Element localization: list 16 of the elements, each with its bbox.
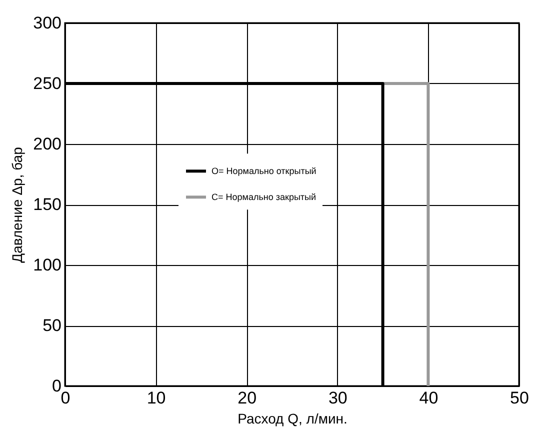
legend-label: O= Нормально открытый [212,166,316,176]
y-tick-label: 50 [42,316,62,335]
x-axis-title: Расход Q, л/мин. [238,410,348,426]
y-tick-label: 300 [33,14,62,32]
x-tick-label: 50 [510,388,529,408]
y-tick-label: 250 [33,74,62,93]
y-axis-title: Давление Δp, бар [9,146,26,263]
y-tick-label: 150 [33,195,62,214]
y-tick-label: 100 [33,256,62,274]
x-tick-label: 10 [146,388,166,408]
x-tick-label: 30 [328,388,348,408]
x-tick-label: 40 [419,388,438,408]
y-tick-label: 0 [52,376,62,396]
legend-label: C= Нормально закрытый [212,192,316,202]
x-tick-label: 20 [238,388,257,408]
y-tick-label: 200 [33,134,62,154]
